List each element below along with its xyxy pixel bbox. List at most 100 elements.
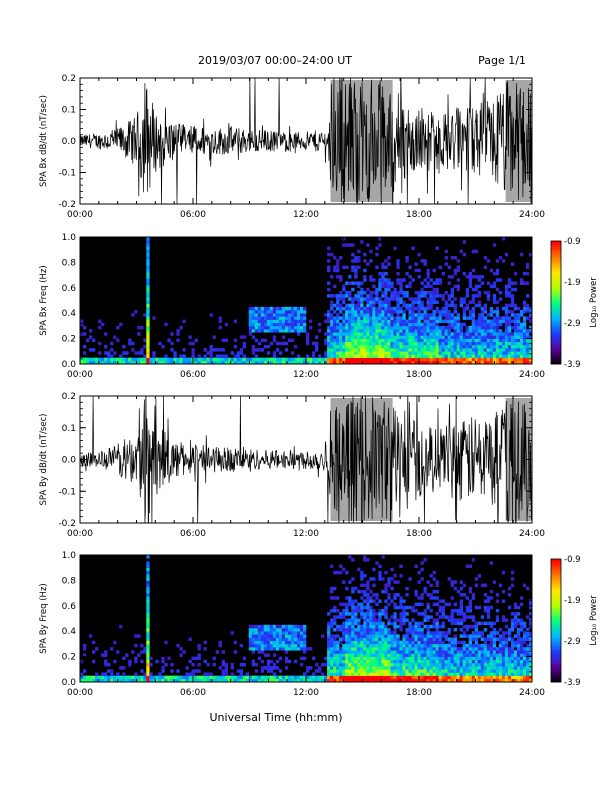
spectrogram-cell [408,360,412,365]
spectrogram-cell [432,589,436,594]
spectrogram-cell [417,621,421,626]
spectrogram-cell [336,275,340,279]
spectrogram-cell [206,675,210,680]
spectrogram-cell [507,348,512,352]
spectrogram-cell [522,631,527,635]
spectrogram-cell [456,348,460,352]
spectrogram-cell [363,290,367,295]
spectrogram-cell [519,628,524,632]
spectrogram-cell [426,675,430,680]
spectrogram-cell [465,564,470,568]
spectrogram-cell [405,357,409,362]
spectrogram-cell [441,357,445,362]
spectrogram-cell [489,605,494,610]
spectrogram-cell [170,669,174,673]
spectrogram-cell [396,580,400,584]
spectrogram-cell [203,354,207,358]
spectrogram-cell [507,278,512,282]
spectrogram-cell [420,675,424,680]
spectrogram-cell [417,647,421,651]
spectrogram-cell [465,325,470,330]
spectrogram-cell [435,634,439,638]
spectrogram-cell [83,351,87,355]
spectrogram-cell [161,678,165,683]
spectrogram-cell [278,341,283,346]
spectrogram-cell [302,628,307,632]
spectrogram-cell [369,344,373,349]
spectrogram-cell [453,662,457,667]
spectrogram-cell [483,354,488,358]
spectrogram-cell [396,360,400,365]
spectrogram-cell [333,310,337,314]
spectrogram-cell [390,586,394,591]
spectrogram-cell [146,275,150,279]
spectrogram-cell [513,643,518,648]
spectrogram-cell [375,561,379,565]
spectrogram-cell [450,275,454,279]
spectrogram-cell [342,650,346,654]
spectrogram-cell [357,300,361,304]
spectrogram-cell [363,278,367,282]
spectrogram-cell [432,640,436,645]
spectrogram-cell [453,634,457,638]
spectrogram-cell [411,316,415,320]
colorbar-tick-label: -1.9 [564,596,581,606]
spectrogram-cell [384,631,388,635]
spectrogram-cell [218,357,222,362]
spectrogram-cell [519,678,524,683]
spectrogram-cell [519,669,524,673]
spectrogram-cell [405,348,409,352]
colorbar-swatch [551,653,561,656]
spectrogram-cell [309,666,313,670]
spectrogram-cell [278,647,283,651]
spectrogram-cell [269,666,274,670]
colorbar-swatch [551,665,561,669]
spectrogram-cell [483,319,488,324]
spectrogram-cell [465,634,470,638]
spectrogram-cell [474,351,479,355]
waveform-line [80,396,532,523]
spectrogram-cell [197,669,201,673]
spectrogram-cell [405,662,409,667]
spectrogram-cell [408,322,412,327]
spectrogram-cell [375,672,379,676]
spectrogram-cell [176,329,180,333]
spectrogram-cell [480,348,485,352]
spectrogram-cell [354,612,358,616]
spectrogram-cell [474,284,479,289]
spectrogram-cell [128,675,132,680]
spectrogram-cell [522,281,527,285]
spectrogram-cell [339,653,343,657]
spectrogram-cell [375,329,379,333]
spectrogram-cell [191,669,195,673]
spectrogram-cell [405,259,409,263]
spectrogram-cell [387,335,391,339]
spectrogram-cell [146,564,150,568]
spectrogram-cell [396,656,400,661]
spectrogram-cell [456,669,460,673]
spectrogram-cell [293,322,298,327]
spectrogram-cell [447,351,451,355]
spectrogram-cell [441,650,445,654]
spectrogram-cell [248,310,253,314]
spectrogram-cell [173,678,177,683]
spectrogram-cell [366,297,370,301]
spectrogram-cell [450,354,454,358]
spectrogram-cell [435,647,439,651]
spectrogram-cell [507,647,512,651]
spectrogram-cell [402,341,406,346]
spectrogram-cell [263,666,268,670]
spectrogram-cell [456,612,460,616]
spectrogram-cell [366,360,370,365]
spectrogram-cell [528,662,533,667]
spectrogram-cell [257,319,262,324]
spectrogram-cell [438,640,442,645]
spectrogram-cell [495,357,500,362]
spectrogram-cell [519,666,524,670]
spectrogram-cell [351,351,355,355]
spectrogram-cell [513,669,518,673]
y-tick-label: 0.8 [62,576,77,586]
spectrogram-cell [510,351,515,355]
spectrogram-cell [348,310,352,314]
spectrogram-cell [278,329,283,333]
